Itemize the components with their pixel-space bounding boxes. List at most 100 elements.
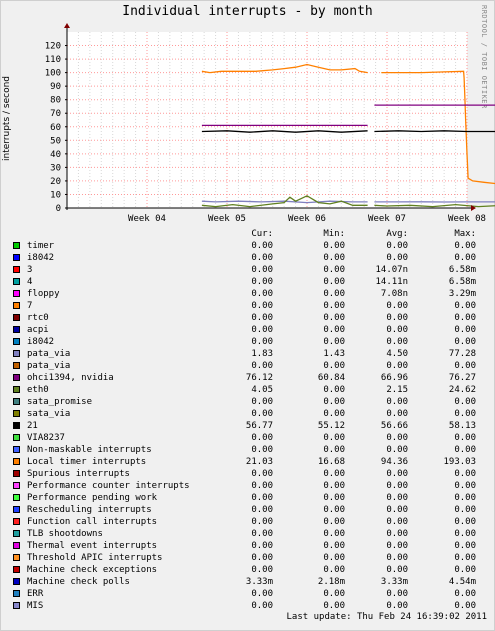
y-tick-label: 10: [50, 190, 61, 200]
legend-avg: 14.07n: [375, 265, 408, 275]
legend-min: 0.00: [323, 517, 345, 527]
plot-area: [67, 32, 467, 208]
y-tick-label: 90: [50, 82, 61, 92]
legend-swatch: [13, 494, 20, 501]
legend-row: timer 0.00 0.00 0.00 0.00: [0, 240, 495, 252]
legend-name: Thermal event interrupts: [27, 541, 158, 551]
legend-min: 0.00: [323, 433, 345, 443]
legend-swatch: [13, 422, 20, 429]
series-group: [201, 63, 495, 208]
col-min-header: Min:: [323, 229, 345, 239]
y-tick-label: 70: [50, 109, 61, 119]
legend-min: 0.00: [323, 277, 345, 287]
legend-name: MIS: [27, 601, 44, 611]
legend-cur: 0.00: [251, 445, 273, 455]
legend-row: Performance counter interrupts 0.00 0.00 0.…: [0, 480, 495, 492]
legend-name: pata_via: [27, 349, 71, 359]
legend-avg: 0.00: [386, 397, 408, 407]
legend-swatch: [13, 446, 20, 453]
legend-name: sata_promise: [27, 397, 93, 407]
legend-swatch: [13, 278, 20, 285]
legend-cur: 0.00: [251, 253, 273, 263]
legend-avg: 4.50: [386, 349, 408, 359]
legend-cur: 0.00: [251, 301, 273, 311]
legend-max: 6.58m: [448, 277, 476, 287]
legend-row: ohci1394, nvidia 76.12 60.84 66.96 76.27: [0, 372, 495, 384]
chart-title: Individual interrupts - by month: [122, 4, 373, 19]
legend-row: Performance pending work 0.00 0.00 0.00 0.00: [0, 492, 495, 504]
legend-avg: 0.00: [386, 301, 408, 311]
y-axis-arrow: [64, 23, 70, 28]
y-ticks: 0 10 20 30 40 50 60 70 80 90 100 110 120: [45, 42, 61, 214]
legend-avg: 56.66: [380, 421, 408, 431]
legend-cur: 0.00: [251, 529, 273, 539]
legend-swatch: [13, 554, 20, 561]
legend-name: Threshold APIC interrupts: [27, 553, 163, 563]
legend-avg: 0.00: [386, 445, 408, 455]
legend-avg: 0.00: [386, 517, 408, 527]
legend-avg: 0.00: [386, 337, 408, 347]
legend-max: 193.03: [443, 457, 476, 467]
legend-cur: 0.00: [251, 241, 273, 251]
legend-name: eth0: [27, 385, 49, 395]
y-tick-label: 0: [56, 204, 61, 214]
legend-min: 0.00: [323, 325, 345, 335]
legend-row: i8042 0.00 0.00 0.00 0.00: [0, 336, 495, 348]
legend-name: Performance counter interrupts: [27, 481, 190, 491]
legend-cur: 0.00: [251, 469, 273, 479]
legend-avg: 0.00: [386, 553, 408, 563]
legend-row: rtc0 0.00 0.00 0.00 0.00: [0, 312, 495, 324]
legend-row: eth0 4.05 0.00 2.15 24.62: [0, 384, 495, 396]
legend-swatch: [13, 254, 20, 261]
legend-max: 0.00: [454, 409, 476, 419]
legend-avg: 94.36: [380, 457, 408, 467]
legend-min: 0.00: [323, 481, 345, 491]
legend-name: timer: [27, 241, 55, 251]
legend-min: 0.00: [323, 541, 345, 551]
x-ticks: Week 04 Week 05 Week 06 Week 07 Week 08: [128, 214, 486, 224]
legend-swatch: [13, 290, 20, 297]
legend-max: 0.00: [454, 529, 476, 539]
legend-name: 21: [27, 421, 38, 431]
legend-max: 0.00: [454, 541, 476, 551]
legend-cur: 21.03: [245, 457, 273, 467]
legend-name: ohci1394, nvidia: [27, 373, 114, 383]
y-tick-label: 120: [45, 42, 61, 52]
side-credit: RRDTOOL / TOBI OETIKER: [480, 5, 488, 109]
legend-row: pata_via 1.83 1.43 4.50 77.28: [0, 348, 495, 360]
x-tick-label: Week 07: [368, 214, 406, 224]
legend-swatch: [13, 482, 20, 489]
legend-swatch: [13, 242, 20, 249]
legend-max: 3.29m: [448, 289, 476, 299]
legend-row: floppy 0.00 0.00 7.08n 3.29m: [0, 288, 495, 300]
last-update: Last update: Thu Feb 24 16:39:02 2011: [286, 612, 487, 622]
legend-avg: 0.00: [386, 253, 408, 263]
legend-min: 0.00: [323, 493, 345, 503]
legend-swatch: [13, 338, 20, 345]
legend-name: 7: [27, 301, 33, 311]
y-tick-label: 110: [45, 55, 61, 65]
legend-row: sata_promise 0.00 0.00 0.00 0.00: [0, 396, 495, 408]
legend-max: 0.00: [454, 433, 476, 443]
axes: [64, 23, 476, 211]
legend-max: 0.00: [454, 493, 476, 503]
legend-row: Non-maskable interrupts 0.00 0.00 0.00 0.00: [0, 444, 495, 456]
legend-cur: 1.83: [251, 349, 273, 359]
legend-swatch: [13, 314, 20, 321]
legend-min: 0.00: [323, 565, 345, 575]
x-tick-label: Week 06: [288, 214, 326, 224]
legend-min: 2.18m: [317, 577, 345, 587]
legend-max: 58.13: [448, 421, 476, 431]
legend-name: i8042: [27, 253, 55, 263]
legend-max: 24.62: [448, 385, 476, 395]
legend-name: pata_via: [27, 361, 71, 371]
legend-name: TLB shootdowns: [27, 529, 103, 539]
series-line: [381, 70, 495, 185]
legend-min: 0.00: [323, 241, 345, 251]
legend-avg: 0.00: [386, 409, 408, 419]
legend-name: acpi: [27, 325, 49, 335]
legend-avg: 0.00: [386, 565, 408, 575]
legend-swatch: [13, 590, 20, 597]
legend-swatch: [13, 410, 20, 417]
